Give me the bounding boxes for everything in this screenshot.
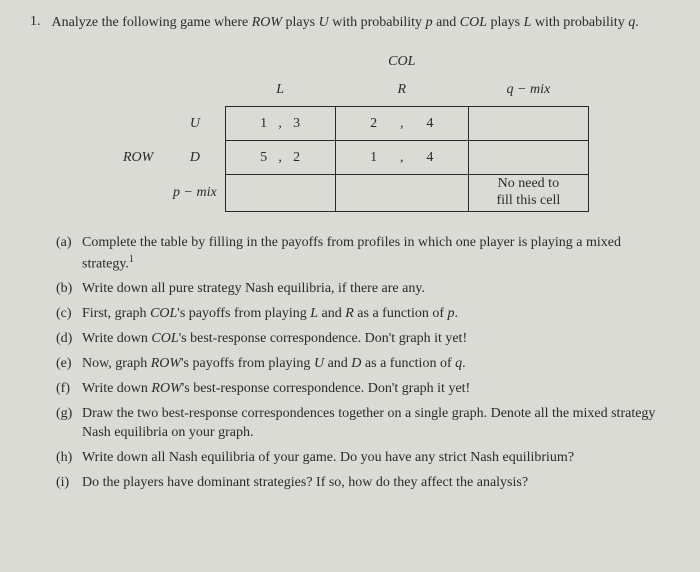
q-mix-label: q − mix	[507, 82, 551, 97]
text: and	[324, 356, 351, 371]
row-player-label: ROW	[111, 141, 165, 175]
text: .	[635, 15, 639, 30]
p-mix-label: p − mix	[165, 175, 225, 212]
payoff-ul-row: 1	[225, 107, 277, 141]
row-strategy-d: D	[165, 141, 225, 175]
text: First, graph	[82, 306, 150, 321]
part-label: (d)	[56, 330, 72, 349]
col-player-label: COL	[387, 51, 416, 73]
part-label: (g)	[56, 405, 72, 424]
part-h: (h) Write down all Nash equilibria of yo…	[56, 449, 670, 468]
payoff-table: COL L R q − mix U 1 , 3 2 , 4	[111, 51, 589, 212]
part-a: (a) Complete the table by filling in the…	[56, 234, 670, 274]
row-name: ROW	[151, 381, 181, 396]
text: and	[318, 306, 345, 321]
text: plays	[487, 15, 524, 30]
part-text: Complete the table by filling in the pay…	[82, 235, 621, 272]
payoff-dl-col: 2	[283, 141, 335, 175]
payoff-ur-col: 4	[416, 107, 468, 141]
part-e: (e) Now, graph ROW's payoffs from playin…	[56, 355, 670, 374]
part-text: Do the players have dominant strategies?…	[82, 475, 528, 490]
text: 's payoffs from playing	[177, 306, 310, 321]
strategy-u: U	[314, 356, 324, 371]
strategy-d: D	[351, 356, 361, 371]
strategy-l: L	[310, 306, 318, 321]
empty-cell	[468, 107, 588, 141]
text: .	[455, 306, 459, 321]
text: with probability	[531, 15, 628, 30]
part-label: (b)	[56, 280, 72, 299]
text: 's best-response correspondence. Don't g…	[179, 331, 467, 346]
part-c: (c) First, graph COL's payoffs from play…	[56, 305, 670, 324]
col-strategy-l: L	[276, 82, 284, 97]
question-prompt: Analyze the following game where ROW pla…	[52, 14, 652, 33]
row-strategy-u: U	[165, 107, 225, 141]
question-number: 1.	[30, 14, 48, 30]
part-label: (h)	[56, 449, 72, 468]
text: plays	[282, 15, 319, 30]
part-text: Write down all Nash equilibria of your g…	[82, 450, 574, 465]
prob-p: p	[448, 306, 455, 321]
question-stem: 1. Analyze the following game where ROW …	[30, 14, 670, 33]
part-label: (a)	[56, 234, 72, 253]
text: fill this cell	[496, 193, 560, 208]
part-i: (i) Do the players have dominant strateg…	[56, 474, 670, 493]
comma: ,	[387, 141, 416, 175]
text: Write down	[82, 381, 151, 396]
payoff-dr-col: 4	[416, 141, 468, 175]
payoff-dr-row: 1	[335, 141, 387, 175]
col-strategy-r: R	[397, 82, 406, 97]
row-name: ROW	[151, 356, 181, 371]
footnote-ref: 1	[129, 254, 134, 265]
col-name: COL	[151, 331, 178, 346]
part-f: (f) Write down ROW's best-response corre…	[56, 380, 670, 399]
payoff-ur-row: 2	[335, 107, 387, 141]
part-label: (i)	[56, 474, 69, 493]
prob-p: p	[426, 15, 433, 30]
row-player-name: ROW	[252, 15, 282, 30]
strategy-u: U	[319, 15, 329, 30]
text: .	[462, 356, 466, 371]
text: 's best-response correspondence. Don't g…	[182, 381, 470, 396]
empty-cell	[468, 141, 588, 175]
text: Write down	[82, 331, 151, 346]
payoff-table-wrapper: COL L R q − mix U 1 , 3 2 , 4	[30, 51, 670, 212]
text: Now, graph	[82, 356, 151, 371]
strategy-r: R	[345, 306, 354, 321]
text: as a function of	[361, 356, 455, 371]
text: No need to	[498, 176, 559, 191]
part-g: (g) Draw the two best-response correspon…	[56, 405, 670, 443]
subparts-list: (a) Complete the table by filling in the…	[30, 234, 670, 492]
empty-cell	[225, 175, 277, 212]
comma: ,	[387, 107, 416, 141]
text: Analyze the following game where	[52, 15, 252, 30]
col-name: COL	[150, 306, 177, 321]
part-d: (d) Write down COL's best-response corre…	[56, 330, 670, 349]
page: 1. Analyze the following game where ROW …	[0, 0, 700, 508]
part-label: (e)	[56, 355, 72, 374]
part-text: Draw the two best-response correspondenc…	[82, 406, 655, 440]
col-player-name: COL	[460, 15, 487, 30]
text: and	[433, 15, 460, 30]
text: as a function of	[354, 306, 448, 321]
text: with probability	[329, 15, 426, 30]
text: 's payoffs from playing	[181, 356, 314, 371]
part-b: (b) Write down all pure strategy Nash eq…	[56, 280, 670, 299]
no-need-cell: No need to fill this cell	[468, 175, 588, 212]
payoff-ul-col: 3	[283, 107, 335, 141]
part-text: Write down all pure strategy Nash equili…	[82, 281, 425, 296]
part-label: (c)	[56, 305, 72, 324]
part-label: (f)	[56, 380, 70, 399]
payoff-dl-row: 5	[225, 141, 277, 175]
